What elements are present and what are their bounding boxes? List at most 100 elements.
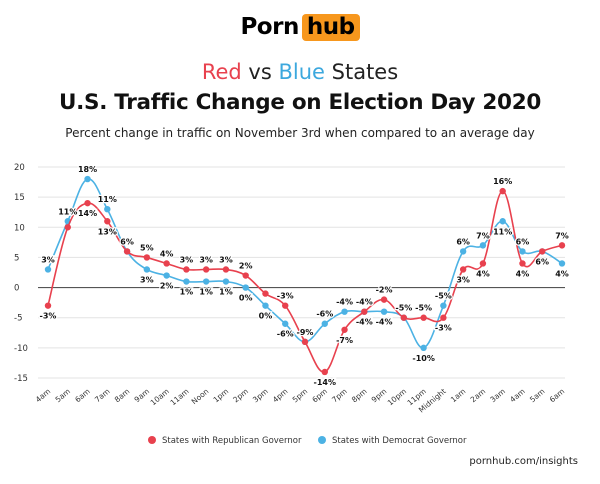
x-tick-label: 3pm xyxy=(251,387,270,405)
x-tick-label: 2pm xyxy=(231,387,250,405)
republican-data-point xyxy=(420,314,427,321)
republican-data-label: -4% xyxy=(356,318,373,327)
democrat-data-label: 0% xyxy=(239,294,253,303)
x-tick-label: 8pm xyxy=(350,387,369,405)
x-tick-label: 7am xyxy=(93,387,112,405)
source-credit: pornhub.com/insights xyxy=(469,456,578,467)
x-tick-label: Noon xyxy=(190,386,211,406)
democrat-data-label: 3% xyxy=(140,275,154,284)
y-tick-label: 0 xyxy=(14,284,19,294)
x-tick-label: 10am xyxy=(149,387,171,408)
democrat-data-label: 6% xyxy=(120,237,134,246)
democrat-data-label: 0% xyxy=(259,312,273,321)
democrat-data-label: 1% xyxy=(180,288,194,297)
democrat-data-label: 11% xyxy=(493,227,512,236)
democrat-data-point xyxy=(183,278,190,285)
republican-data-point xyxy=(479,260,487,267)
republican-data-point xyxy=(262,290,269,297)
republican-data-point xyxy=(440,314,447,321)
logo-text-part1: Porn xyxy=(240,14,299,40)
republican-data-point xyxy=(222,266,230,273)
democrat-data-label: -9% xyxy=(297,328,314,337)
democrat-data-point xyxy=(282,320,289,327)
republican-data-point xyxy=(341,326,348,333)
republican-data-point xyxy=(202,266,210,273)
x-tick-label: 3am xyxy=(488,387,507,405)
x-tick-label: 5am xyxy=(528,387,547,405)
republican-data-point xyxy=(558,242,566,249)
legend-democrat-marker xyxy=(318,436,326,444)
democrat-data-point xyxy=(341,308,348,315)
republican-data-label: 5% xyxy=(140,243,154,252)
republican-data-point xyxy=(104,218,111,225)
republican-data-label: 14% xyxy=(78,209,97,218)
x-tick-label: 8am xyxy=(113,387,132,405)
democrat-data-point xyxy=(84,175,91,183)
democrat-data-point xyxy=(558,260,566,267)
republican-data-label: 3% xyxy=(180,255,194,264)
x-tick-label: 4pm xyxy=(271,387,290,405)
democrat-data-label: 7% xyxy=(476,231,490,240)
republican-data-point xyxy=(380,296,388,303)
democrat-data-label: -4% xyxy=(376,318,393,327)
democrat-data-point xyxy=(163,272,170,279)
democrat-data-point xyxy=(499,218,506,225)
democrat-data-point xyxy=(459,248,467,255)
y-tick-label: 5 xyxy=(14,253,19,263)
republican-data-label: -7% xyxy=(336,336,353,345)
republican-data-point xyxy=(183,266,190,273)
x-tick-label: 6pm xyxy=(310,387,329,405)
supertitle-red-word: Red xyxy=(201,60,242,84)
x-tick-label: 6am xyxy=(548,387,567,405)
democrat-data-label: 3% xyxy=(41,255,55,264)
brand-logo: Porn hub xyxy=(0,14,600,41)
democrat-data-label: 11% xyxy=(58,207,77,216)
legend-republican-marker xyxy=(148,436,156,444)
x-tick-label: 1pm xyxy=(212,387,231,405)
y-tick-label: 10 xyxy=(14,223,25,233)
democrat-data-point xyxy=(104,206,111,213)
supertitle-rest: States xyxy=(331,60,399,84)
republican-data-label: 3% xyxy=(219,255,233,264)
republican-data-point xyxy=(321,368,328,376)
republican-data-label: 3% xyxy=(199,255,213,264)
democrat-data-point xyxy=(202,278,210,285)
democrat-data-point xyxy=(380,308,388,315)
democrat-data-label: 2% xyxy=(160,282,174,291)
democrat-data-label: 1% xyxy=(219,288,233,297)
x-tick-label: 1am xyxy=(449,387,468,405)
y-tick-label: -15 xyxy=(14,374,28,384)
democrat-data-label: -5% xyxy=(435,292,452,301)
x-tick-label: 10pm xyxy=(386,387,408,408)
x-tick-label: 5pm xyxy=(291,387,310,405)
republican-data-label: -5% xyxy=(415,304,432,313)
legend-democrat-label: States with Democrat Governor xyxy=(332,436,467,446)
republican-data-label: 16% xyxy=(493,177,512,186)
democrat-data-label: 4% xyxy=(555,269,569,278)
republican-data-point xyxy=(459,266,467,273)
supertitle-vs-word: vs xyxy=(248,60,272,84)
y-tick-label: -5 xyxy=(14,314,22,324)
y-tick-label: 20 xyxy=(14,163,25,173)
democrat-data-label: -6% xyxy=(277,330,294,339)
democrat-data-label: -4% xyxy=(356,298,373,307)
democrat-data-point xyxy=(44,266,52,273)
x-tick-label: 11am xyxy=(168,387,190,408)
democrat-data-point xyxy=(321,320,328,327)
democrat-data-point xyxy=(143,266,151,273)
democrat-data-point xyxy=(519,248,526,255)
logo-text-part2: hub xyxy=(301,14,360,41)
republican-data-label: 3% xyxy=(456,275,470,284)
democrat-data-label: -4% xyxy=(336,298,353,307)
democrat-data-label: 1% xyxy=(199,288,213,297)
republican-data-point xyxy=(539,248,546,255)
democrat-data-label: 6% xyxy=(456,237,470,246)
democrat-data-point xyxy=(242,284,249,291)
x-tick-label: 6am xyxy=(73,387,92,405)
democrat-data-point xyxy=(479,242,487,249)
republican-data-label: 4% xyxy=(516,269,530,278)
democrat-data-point xyxy=(420,344,427,352)
republican-data-point xyxy=(499,187,506,195)
republican-data-label: -14% xyxy=(314,378,336,387)
